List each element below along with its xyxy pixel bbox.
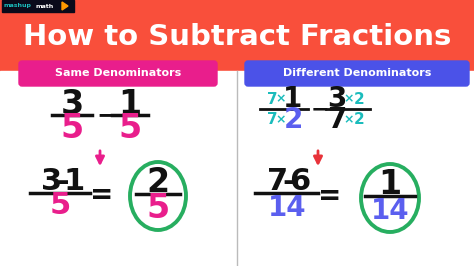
- Text: 5: 5: [49, 192, 71, 221]
- Text: 5: 5: [60, 111, 83, 144]
- Text: ×: ×: [276, 114, 286, 127]
- Text: 1: 1: [283, 85, 302, 113]
- Text: 14: 14: [371, 197, 410, 225]
- Text: How to Subtract Fractions: How to Subtract Fractions: [23, 23, 451, 51]
- Text: 7: 7: [328, 106, 346, 134]
- Text: 3: 3: [41, 168, 63, 197]
- Text: =: =: [319, 182, 342, 210]
- Text: Same Denominators: Same Denominators: [55, 69, 181, 78]
- Text: 6: 6: [289, 168, 310, 197]
- Text: −: −: [97, 103, 118, 127]
- Text: -: -: [283, 168, 295, 197]
- FancyBboxPatch shape: [245, 61, 469, 86]
- Text: 3: 3: [328, 85, 346, 113]
- Text: ×: ×: [276, 93, 286, 106]
- Text: 5: 5: [118, 111, 142, 144]
- Text: ×: ×: [344, 114, 354, 127]
- Text: math: math: [36, 3, 54, 9]
- Text: =: =: [91, 181, 114, 209]
- Text: 2: 2: [283, 106, 303, 134]
- Text: ×: ×: [344, 93, 354, 106]
- FancyBboxPatch shape: [19, 61, 217, 86]
- Bar: [0, 71, 474, 266]
- Text: 2: 2: [354, 92, 365, 106]
- Text: 3: 3: [60, 88, 83, 120]
- Text: 7: 7: [267, 168, 289, 197]
- Text: mashup: mashup: [4, 3, 32, 9]
- Text: 1: 1: [64, 168, 85, 197]
- Text: 7: 7: [267, 113, 277, 127]
- Text: 5: 5: [146, 193, 170, 226]
- Text: Different Denominators: Different Denominators: [283, 69, 431, 78]
- Text: 14: 14: [268, 194, 306, 222]
- Bar: [2, 0, 74, 12]
- Text: 1: 1: [378, 168, 401, 202]
- Text: 2: 2: [146, 167, 170, 200]
- Text: 1: 1: [118, 88, 142, 120]
- Polygon shape: [62, 2, 68, 10]
- Text: 2: 2: [354, 113, 365, 127]
- Text: −: −: [310, 99, 329, 119]
- Text: 7: 7: [267, 92, 277, 106]
- Text: -: -: [57, 168, 69, 197]
